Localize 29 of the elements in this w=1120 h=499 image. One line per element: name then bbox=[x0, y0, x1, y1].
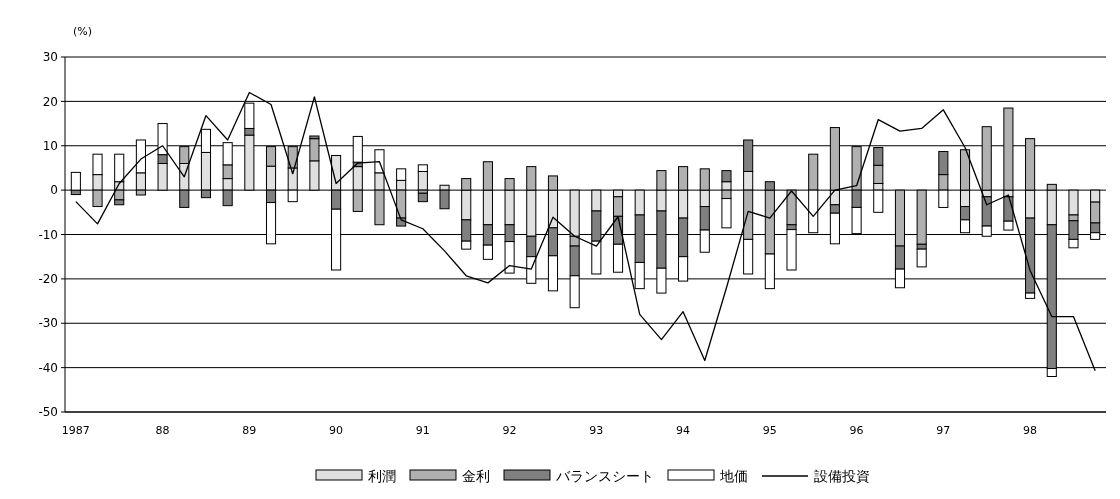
legend-label: バランスシート bbox=[555, 468, 654, 484]
y-tick-label: 10 bbox=[42, 138, 58, 153]
x-tick-label: 96 bbox=[849, 424, 864, 437]
x-tick-label: 98 bbox=[1023, 424, 1038, 437]
y-tick-label: -10 bbox=[38, 227, 58, 242]
y-tick-label: 0 bbox=[50, 183, 58, 198]
x-tick-label: 93 bbox=[589, 424, 604, 437]
y-tick-label: 20 bbox=[42, 94, 58, 109]
legend-label: 利潤 bbox=[368, 468, 396, 484]
x-tick-label: 91 bbox=[415, 424, 430, 437]
x-tick-label: 89 bbox=[242, 424, 257, 437]
legend-label: 地価 bbox=[719, 468, 748, 484]
y-tick-label: -40 bbox=[38, 360, 58, 375]
x-tick-label: 1987 bbox=[61, 424, 90, 437]
y-axis-title: (%) bbox=[73, 25, 93, 38]
x-tick-label: 95 bbox=[762, 424, 777, 437]
x-tick-label: 92 bbox=[502, 424, 517, 437]
x-tick-label: 88 bbox=[155, 424, 170, 437]
x-tick-label: 94 bbox=[676, 424, 691, 437]
x-tick-label: 97 bbox=[936, 424, 951, 437]
y-tick-label: -50 bbox=[38, 405, 58, 420]
y-tick-label: -30 bbox=[38, 316, 58, 331]
legend-label: 金利 bbox=[462, 468, 490, 484]
x-tick-label: 90 bbox=[329, 424, 344, 437]
y-tick-label: 30 bbox=[42, 50, 58, 65]
y-tick-label: -20 bbox=[38, 272, 58, 287]
bar bbox=[916, 248, 927, 268]
legend-label: 設備投資 bbox=[814, 468, 870, 484]
bar bbox=[417, 192, 428, 203]
